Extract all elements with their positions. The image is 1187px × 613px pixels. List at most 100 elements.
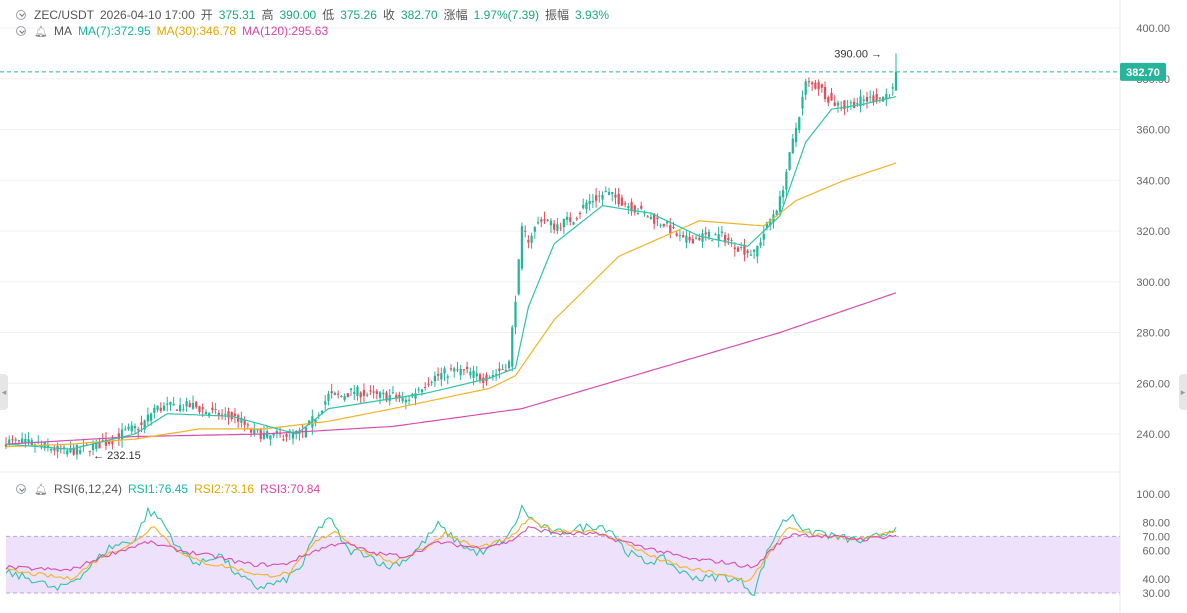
candle-body <box>491 375 495 377</box>
candle-body <box>20 438 24 443</box>
candle-body <box>549 220 553 226</box>
candle-body <box>685 235 688 243</box>
candle-body <box>630 201 633 212</box>
price-axis-tick: 340.00 <box>1136 175 1170 187</box>
price-axis-tick: 400.00 <box>1136 23 1170 35</box>
candle-body <box>762 233 765 240</box>
candle-body <box>246 424 249 426</box>
candle-body <box>733 247 736 250</box>
candle-body <box>320 410 324 414</box>
candle-body <box>678 235 682 237</box>
amplitude-label: 振幅 <box>545 8 570 22</box>
candle-body <box>833 102 836 106</box>
candle-body <box>130 425 133 432</box>
candle-body <box>24 438 27 443</box>
ma-indicator-label[interactable]: MA <box>53 24 72 38</box>
ma7-line <box>5 96 897 450</box>
candle-body <box>111 440 114 445</box>
rsi3-value: RSI3:70.84 <box>260 482 321 496</box>
candle-body <box>852 101 856 108</box>
candle-body <box>588 200 591 205</box>
candle-body <box>117 433 120 440</box>
candle-body <box>885 93 888 100</box>
bell-icon[interactable]: 🔔︎ <box>34 483 48 496</box>
candle-body <box>420 389 424 393</box>
collapse-chevron-icon[interactable] <box>16 26 26 36</box>
amplitude-value: 3.93% <box>575 7 610 22</box>
price-axis-tick: 240.00 <box>1136 429 1170 441</box>
candle-body <box>159 407 162 411</box>
rsi-axis-tick: 100.00 <box>1136 489 1170 501</box>
rsi-line-rsi1 <box>5 504 897 597</box>
candle-body <box>875 93 878 102</box>
candle-body <box>317 414 320 416</box>
candle-body <box>449 368 453 370</box>
rsi-indicator-label[interactable]: RSI(6,12,24) <box>53 482 123 496</box>
candle-body <box>362 389 366 396</box>
candle-body <box>665 221 669 224</box>
candle-body <box>740 246 743 248</box>
last-price-tag <box>1120 62 1166 81</box>
price-legend: ZEC/USDT 2026-04-10 17:00 开 375.31 高 390.0… <box>16 6 609 23</box>
candle-body <box>446 376 449 378</box>
candle-body <box>407 399 411 401</box>
last-price-label: 382.70 <box>1126 67 1160 79</box>
candle-body <box>46 445 50 448</box>
candle-body <box>133 426 137 429</box>
candle-body <box>572 222 575 225</box>
candle-body <box>775 210 778 215</box>
low-value: 375.26 <box>340 7 377 22</box>
rsi1-value: RSI1:76.45 <box>128 482 189 496</box>
candle-body <box>385 392 388 401</box>
ma30-line <box>5 162 897 448</box>
candle-body <box>378 392 382 398</box>
candle-body <box>791 138 794 154</box>
candle-datetime: 2026-04-10 17:00 <box>100 7 195 22</box>
collapse-chevron-icon[interactable] <box>16 484 26 494</box>
candle-body <box>4 444 8 447</box>
candle-body <box>307 420 311 426</box>
candle-body <box>337 393 340 395</box>
candle-body <box>382 392 385 395</box>
candle-body <box>153 408 156 413</box>
bell-icon[interactable]: 🔔︎ <box>34 25 48 38</box>
ma30-value: MA(30):346.78 <box>156 24 237 38</box>
scroll-left-handle[interactable]: ◂ <box>0 374 8 410</box>
candle-body <box>162 405 166 411</box>
candle-body <box>214 409 217 411</box>
candle-body <box>391 392 395 394</box>
candle-body <box>11 439 14 441</box>
candle-body <box>749 254 753 256</box>
candle-body <box>591 201 595 203</box>
candle-body <box>543 219 546 221</box>
candle-body <box>811 82 814 85</box>
candle-body <box>14 439 17 441</box>
candle-body <box>714 234 717 236</box>
candle-body <box>807 81 811 83</box>
candle-body <box>88 450 91 452</box>
close-label: 收 <box>382 8 395 22</box>
candle-body <box>691 239 694 244</box>
candle-body <box>253 428 256 435</box>
candle-body <box>636 212 640 214</box>
candle-body <box>682 235 685 238</box>
candle-body <box>275 431 278 434</box>
scroll-right-handle[interactable]: ▸ <box>1179 374 1187 410</box>
candle-body <box>743 245 746 255</box>
candle-body <box>524 230 527 232</box>
collapse-chevron-icon[interactable] <box>16 9 26 20</box>
low-annotation: ← 232.15 <box>93 450 141 462</box>
candle-body <box>594 195 598 201</box>
candle-body <box>823 87 827 100</box>
candle-body <box>146 414 150 422</box>
candle-body <box>433 375 437 382</box>
candle-body <box>843 100 846 109</box>
candle-body <box>465 366 469 369</box>
candle-body <box>869 96 872 98</box>
candle-body <box>17 440 21 442</box>
candle-body <box>556 224 559 231</box>
candle-body <box>53 448 56 451</box>
candle-body <box>736 247 740 252</box>
candle-body <box>704 232 707 235</box>
